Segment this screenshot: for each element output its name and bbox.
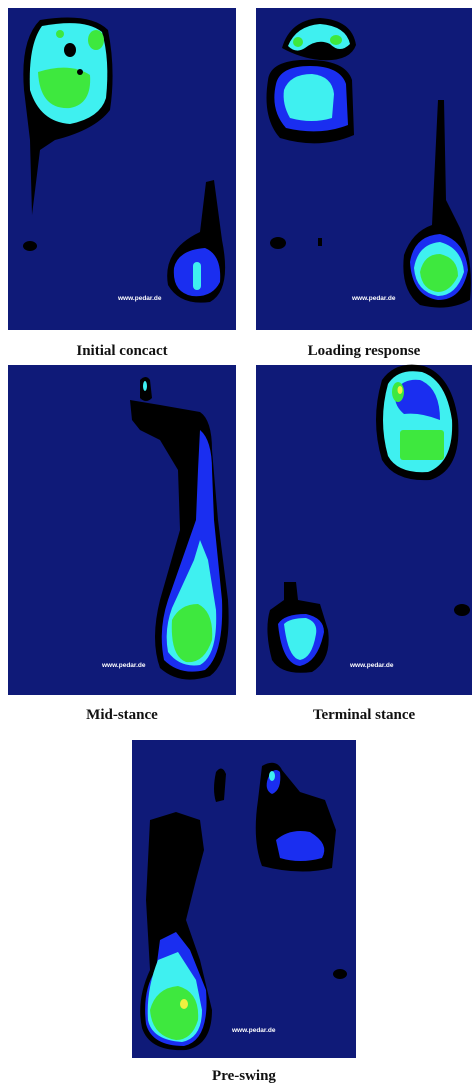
caption: Mid-stance	[86, 707, 158, 723]
pressure-map: www.pedar.de	[256, 8, 472, 330]
caption: Terminal stance	[313, 707, 416, 723]
watermark: www.pedar.de	[349, 662, 394, 669]
watermark: www.pedar.de	[351, 295, 396, 302]
figure: www.pedar.de Initial concact www.pedar.d…	[0, 0, 474, 1088]
watermark: www.pedar.de	[117, 295, 162, 302]
pressure-map: www.pedar.de	[8, 8, 236, 330]
pressure-map: www.pedar.de	[8, 365, 236, 695]
pressure-map: www.pedar.de	[132, 740, 356, 1058]
watermark: www.pedar.de	[231, 1027, 276, 1034]
pressure-map: www.pedar.de	[256, 365, 472, 695]
watermark: www.pedar.de	[101, 662, 146, 669]
caption: Loading response	[308, 343, 421, 359]
caption: Initial concact	[76, 343, 167, 359]
caption: Pre-swing	[212, 1068, 276, 1084]
